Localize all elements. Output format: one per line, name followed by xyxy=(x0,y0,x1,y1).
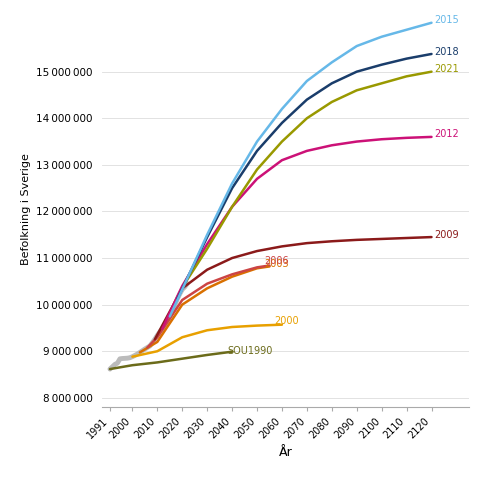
Text: 2006: 2006 xyxy=(264,256,289,266)
Text: 2003: 2003 xyxy=(264,259,289,269)
X-axis label: År: År xyxy=(279,446,293,459)
Text: 2000: 2000 xyxy=(275,316,299,326)
Text: 2018: 2018 xyxy=(434,47,458,57)
Text: 2015: 2015 xyxy=(434,15,459,25)
Text: 2009: 2009 xyxy=(434,230,458,240)
Text: 2021: 2021 xyxy=(434,64,459,74)
Text: 2012: 2012 xyxy=(434,129,459,139)
Y-axis label: Befolkning i Sverige: Befolkning i Sverige xyxy=(21,153,31,265)
Text: SOU1990: SOU1990 xyxy=(227,346,273,356)
